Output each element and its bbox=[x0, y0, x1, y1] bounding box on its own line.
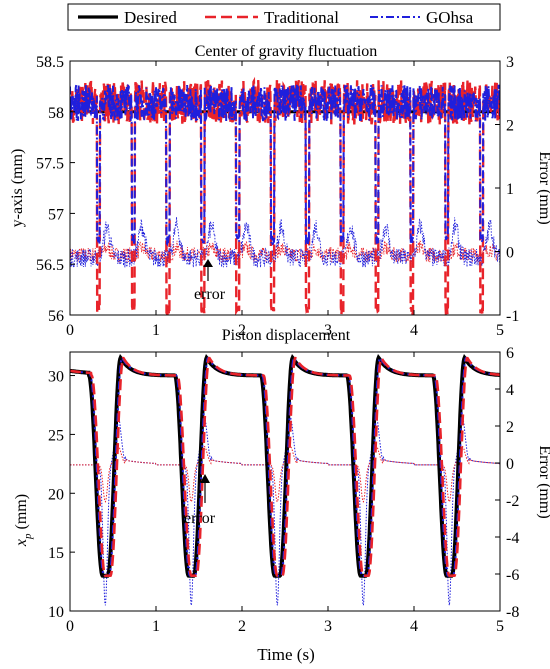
piston-xtick-label: 4 bbox=[410, 618, 418, 635]
piston-annotation-arrowhead bbox=[200, 474, 210, 483]
cog-y2tick-label: 2 bbox=[506, 118, 514, 135]
piston-y2tick-label: 6 bbox=[506, 345, 514, 362]
piston-xtick-label: 5 bbox=[496, 618, 504, 635]
cog-ytick-label: 57.5 bbox=[36, 156, 64, 173]
piston-ytick-label: 10 bbox=[48, 604, 64, 621]
legend-label-desired: Desired bbox=[124, 8, 177, 27]
cog-ytick-label: 56 bbox=[48, 308, 64, 325]
piston-series-layer bbox=[70, 354, 500, 606]
piston-y2tick-label: -2 bbox=[506, 493, 519, 510]
piston-ytick-label: 30 bbox=[48, 369, 64, 386]
piston-y2tick-label: 0 bbox=[506, 456, 514, 473]
cog-y2tick-label: 0 bbox=[506, 245, 514, 262]
piston-chart-title: Piston displacement bbox=[222, 327, 351, 344]
cog-xtick-label: 1 bbox=[152, 322, 160, 339]
piston-ytick-label: 20 bbox=[48, 486, 64, 503]
piston-xtick-label: 2 bbox=[238, 618, 246, 635]
piston-ylabel-text: xp (mm) bbox=[13, 494, 34, 547]
piston-ytick-label: 25 bbox=[48, 427, 64, 444]
piston-series-traditional-error bbox=[70, 445, 500, 503]
piston-y2tick-label: -6 bbox=[506, 567, 519, 584]
legend: Desired Traditional GOhsa bbox=[67, 3, 501, 31]
piston-xlabel: Time (s) bbox=[257, 645, 314, 664]
piston-annotation-label: error bbox=[184, 510, 216, 527]
cog-ytick-label: 57 bbox=[48, 206, 64, 223]
cog-xtick-label: 4 bbox=[410, 322, 418, 339]
piston-series-traditional bbox=[70, 356, 500, 577]
cog-ytick-label: 56.5 bbox=[36, 257, 64, 274]
piston-y2tick-label: 2 bbox=[506, 419, 514, 436]
piston-y2label: Error (mm) bbox=[536, 445, 550, 518]
piston-xtick-label: 0 bbox=[66, 618, 74, 635]
piston-chart: Piston displacement 0 1 2 3 4 51015202530-8-6… bbox=[13, 327, 550, 664]
piston-y2tick-label: 4 bbox=[506, 382, 514, 399]
legend-box bbox=[67, 3, 501, 31]
cog-chart: Center of gravity fluctuation 0 1 2 3 4 5 56 56… bbox=[9, 43, 550, 339]
cog-y2tick-label: 1 bbox=[506, 181, 514, 198]
cog-annotation-arrowhead bbox=[203, 259, 213, 267]
cog-series-gohsa bbox=[70, 83, 500, 247]
cog-ytick-label: 58 bbox=[48, 105, 64, 122]
legend-label-traditional: Traditional bbox=[264, 8, 339, 27]
piston-xtick-label: 3 bbox=[324, 618, 332, 635]
cog-xtick-label: 2 bbox=[238, 322, 246, 339]
piston-plot-frame bbox=[69, 351, 501, 612]
cog-ylabel: y-axis (mm) bbox=[9, 149, 26, 228]
piston-ylabel: xp (mm) bbox=[13, 494, 34, 547]
piston-y2tick-label: -4 bbox=[506, 530, 519, 547]
cog-annotation-label: error bbox=[194, 286, 226, 303]
piston-y2tick-label: -8 bbox=[506, 604, 519, 621]
legend-label-gohsa: GOhsa bbox=[426, 8, 474, 27]
cog-annotation: error bbox=[194, 259, 226, 303]
cog-y2tick-label: 3 bbox=[506, 54, 514, 71]
piston-ytick-label: 15 bbox=[48, 545, 64, 562]
cog-y2label: Error (mm) bbox=[536, 151, 550, 224]
cog-xtick-label: 5 bbox=[496, 322, 504, 339]
cog-y2tick-label: -1 bbox=[506, 308, 519, 325]
cog-xtick-label: 3 bbox=[324, 322, 332, 339]
cog-ytick-label: 58.5 bbox=[36, 54, 64, 71]
cog-chart-title: Center of gravity fluctuation bbox=[195, 43, 378, 60]
piston-xtick-label: 1 bbox=[152, 618, 160, 635]
piston-annotation: error bbox=[184, 474, 216, 527]
cog-series-layer bbox=[70, 76, 500, 315]
cog-axes: 0 1 2 3 4 5 56 56.5 57 57.5 58 58.5 -1 0 1 2 3 bbox=[36, 54, 519, 339]
cog-xtick-label: 0 bbox=[66, 322, 74, 339]
cog-series-gohsa-error bbox=[70, 216, 500, 269]
piston-axes: 0 1 2 3 4 5 10 15 20 25 30 -8 -6 -4 -2 0 2 4 6 bbox=[48, 345, 519, 635]
